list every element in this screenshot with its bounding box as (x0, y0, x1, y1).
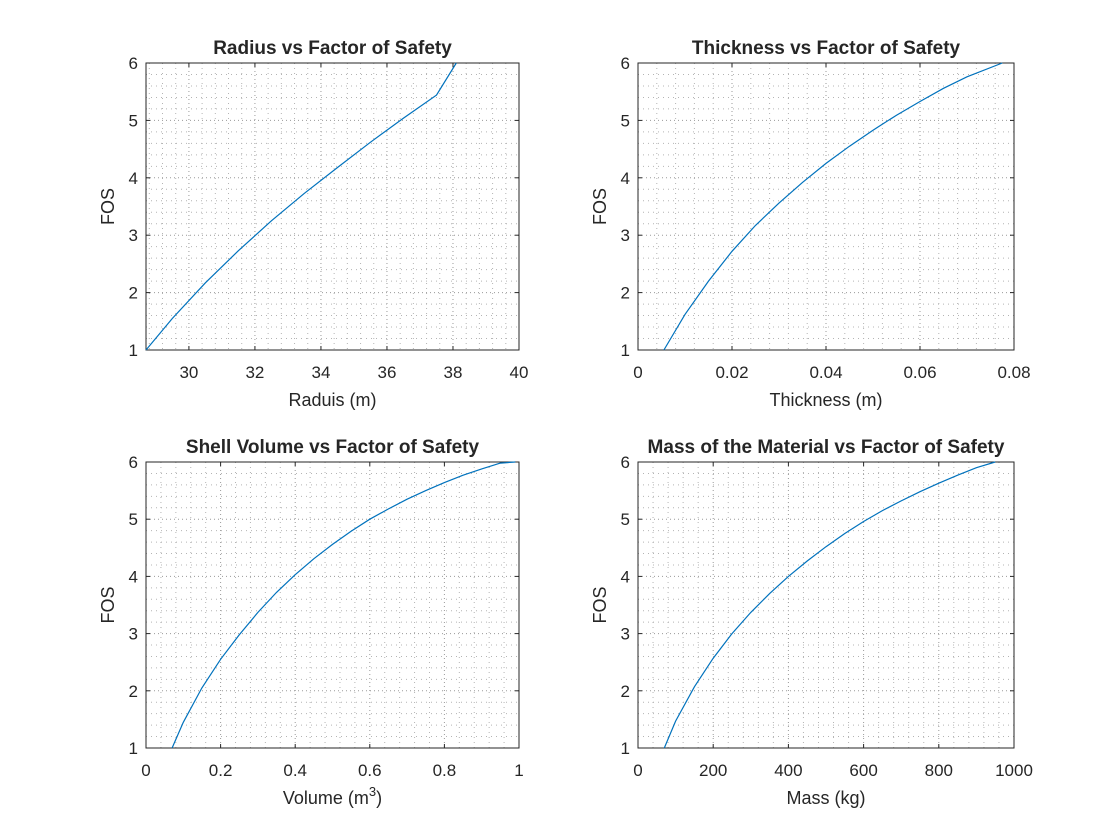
y-tick-label: 3 (621, 625, 630, 644)
y-tick-label: 5 (621, 111, 630, 130)
x-tick-label: 36 (378, 363, 397, 382)
y-tick-label: 4 (129, 169, 138, 188)
chart-panel-3: 0 0.2 0.4 0.6 0.8 1 1 2 3 4 5 6 Shell Volume vs Fact… (98, 437, 524, 808)
y-axis-label: FOS (590, 586, 610, 623)
y-tick-label: 5 (129, 111, 138, 130)
x-axis-label-superscript: 3 (369, 784, 376, 799)
y-tick-label: 6 (129, 453, 138, 472)
chart-panel-2: 0 0.02 0.04 0.06 0.08 1 2 3 4 5 6 Thickness vs Fact… (590, 38, 1031, 410)
y-tick-label: 1 (129, 739, 138, 758)
chart-title: Shell Volume vs Factor of Safety (186, 437, 480, 458)
x-tick-label: 800 (925, 761, 953, 780)
y-tick-label: 2 (129, 284, 138, 303)
x-tick-label: 38 (444, 363, 463, 382)
y-axis-label: FOS (590, 188, 610, 225)
y-tick-label: 4 (621, 169, 630, 188)
x-tick-label: 0.2 (209, 761, 233, 780)
series-line (663, 62, 1003, 351)
y-tick-label: 4 (129, 567, 138, 586)
y-tick-label: 6 (621, 453, 630, 472)
y-tick-label: 5 (621, 510, 630, 529)
y-tick-label: 1 (621, 341, 630, 360)
chart-panel-4: 0 200 400 600 800 1000 1 2 3 4 5 6 Mass of the Mater… (590, 437, 1033, 808)
x-tick-label: 0 (633, 761, 642, 780)
y-tick-label: 6 (621, 54, 630, 73)
chart-title: Thickness vs Factor of Safety (692, 38, 961, 59)
x-tick-label: 0.02 (715, 363, 748, 382)
x-tick-label: 40 (510, 363, 529, 382)
x-tick-label: 34 (311, 363, 330, 382)
y-tick-label: 3 (129, 625, 138, 644)
x-tick-label: 1000 (995, 761, 1033, 780)
x-axis-label: Volume (m3) (283, 784, 382, 808)
y-tick-label: 3 (129, 226, 138, 245)
x-axis-label: Thickness (m) (769, 390, 882, 410)
x-tick-label: 0 (633, 363, 642, 382)
y-tick-label: 1 (129, 341, 138, 360)
axes-frame (637, 461, 1015, 749)
y-tick-label: 2 (129, 682, 138, 701)
x-tick-label: 400 (774, 761, 802, 780)
x-tick-label: 30 (179, 363, 198, 382)
y-tick-label: 2 (621, 284, 630, 303)
series-line (663, 461, 996, 749)
chart-title: Mass of the Material vs Factor of Safety (648, 437, 1005, 458)
x-axis-label: Mass (kg) (786, 788, 865, 808)
y-tick-label: 1 (621, 739, 630, 758)
series-line (145, 62, 457, 351)
x-tick-label: 600 (849, 761, 877, 780)
x-tick-label: 1 (514, 761, 523, 780)
chart-title: Radius vs Factor of Safety (213, 38, 452, 59)
x-tick-label: 0.6 (358, 761, 382, 780)
series-line (171, 461, 516, 749)
y-tick-label: 4 (621, 567, 630, 586)
x-tick-label: 0.08 (997, 363, 1030, 382)
x-tick-label: 32 (245, 363, 264, 382)
y-tick-label: 3 (621, 226, 630, 245)
x-tick-label: 200 (699, 761, 727, 780)
x-tick-label: 0.04 (809, 363, 842, 382)
y-tick-label: 6 (129, 54, 138, 73)
y-axis-label: FOS (98, 188, 118, 225)
x-axis-label-suffix: ) (376, 788, 382, 808)
axes-frame (145, 62, 520, 351)
axes-frame (145, 461, 520, 749)
x-tick-label: 0.8 (433, 761, 457, 780)
y-tick-label: 2 (621, 682, 630, 701)
x-axis-label: Raduis (m) (288, 390, 376, 410)
x-tick-label: 0 (141, 761, 150, 780)
y-axis-label: FOS (98, 586, 118, 623)
x-tick-label: 0.06 (903, 363, 936, 382)
x-tick-label: 0.4 (283, 761, 307, 780)
y-tick-label: 5 (129, 510, 138, 529)
